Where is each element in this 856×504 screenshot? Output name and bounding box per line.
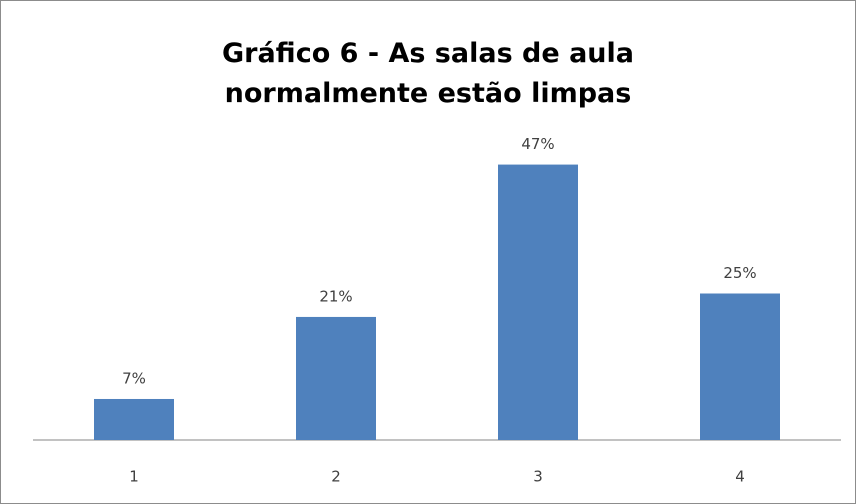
x-tick-label: 3 xyxy=(533,468,543,486)
x-tick-label: 4 xyxy=(735,468,745,486)
bar xyxy=(498,164,578,440)
x-tick-label: 1 xyxy=(129,468,139,486)
bar xyxy=(700,293,780,440)
data-label: 7% xyxy=(122,369,146,387)
bar xyxy=(94,398,174,440)
data-label: 47% xyxy=(521,135,554,153)
x-tick-label: 2 xyxy=(331,468,341,486)
data-label: 21% xyxy=(319,287,352,305)
bar xyxy=(296,316,376,440)
data-label: 25% xyxy=(723,264,756,282)
chart-title: Gráfico 6 - As salas de aula normalmente… xyxy=(221,38,634,109)
